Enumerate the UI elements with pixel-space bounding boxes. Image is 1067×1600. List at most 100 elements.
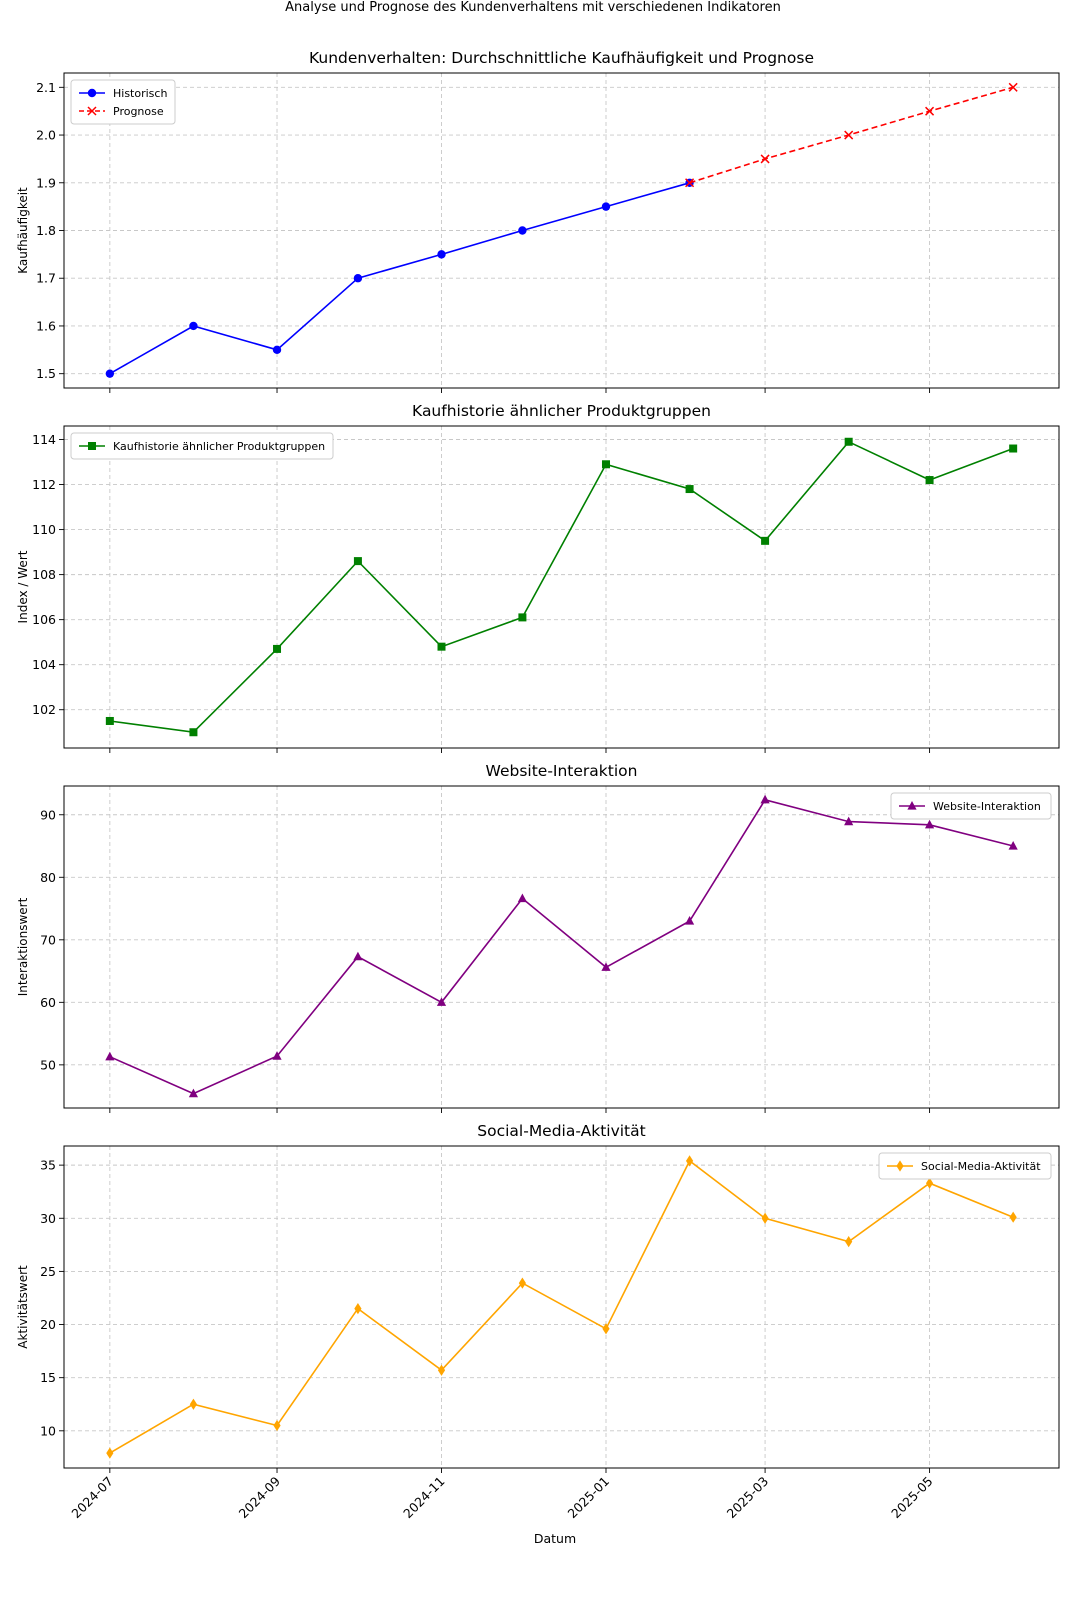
data-point [436,997,447,1006]
y-axis-label: Interaktionswert [16,897,30,996]
y-tick-label: 80 [40,870,56,885]
y-tick-label: 15 [40,1370,56,1385]
series-line [109,182,690,375]
data-point [354,1302,362,1315]
legend: Website-Interaktion [890,792,1052,820]
y-tick-label: 1.5 [36,366,56,381]
legend-label: Website-Interaktion [933,800,1041,813]
data-point [1009,444,1018,453]
data-point [685,178,695,188]
data-point [1008,841,1018,850]
y-tick-label: 50 [40,1057,56,1072]
data-point [353,557,362,566]
data-point [106,1447,114,1459]
y-axis-label: Aktivitätswert [16,1265,30,1349]
data-point [272,345,282,355]
y-axis-label: Kaufhäufigkeit [16,187,30,274]
plot-frame [63,785,1060,1109]
data-point [272,1051,282,1060]
y-tick-label: 20 [40,1317,56,1332]
chart-panel-2: Kaufhistorie ähnlicher Produktgruppen 102… [16,402,1060,753]
legend-marker [907,801,917,810]
y-tick-label: 60 [40,995,56,1010]
data-point [925,1177,934,1189]
data-point [925,476,934,485]
panel-title: Kaufhistorie ähnlicher Produktgruppen [412,402,711,420]
data-point [601,962,611,971]
legend-box [70,79,176,125]
figure-suptitle: Analyse und Prognose des Kundenverhalten… [285,0,781,15]
y-tick-label: 112 [32,477,56,492]
y-tick-label: 10 [40,1423,56,1438]
data-point [273,1419,281,1432]
x-tick-label: 2025-03 [724,1474,772,1522]
data-point [685,1155,694,1167]
plot-frame [63,425,1060,749]
data-point [518,1277,527,1289]
y-tick-label: 90 [40,807,56,822]
series-line [109,798,1014,1095]
data-point [924,819,935,829]
legend: Social-Media-Aktivität [878,1152,1052,1180]
legend: Kaufhistorie ähnlicher Produktgruppen [70,432,334,460]
legend-box [878,1152,1052,1180]
data-point [353,274,363,283]
data-point [517,893,528,903]
y-tick-label: 1.6 [36,318,56,333]
y-tick-label: 108 [32,567,56,582]
data-point [437,250,446,259]
chart-panel-4: Social-Media-Aktivität 10 15 20 25 30 35 Aktivi… [16,1122,1060,1522]
legend-marker [87,88,97,98]
data-point [1008,82,1018,92]
data-point [437,1364,446,1376]
data-point [518,226,527,235]
data-point [189,321,198,331]
data-point [685,485,694,494]
data-point [844,130,854,140]
data-point [189,728,198,737]
legend: Historisch Prognose [70,79,176,125]
legend-label: Historisch [113,87,167,100]
y-tick-label: 110 [32,522,56,537]
y-tick-label: 70 [40,932,56,947]
data-point [760,794,770,804]
data-point [1009,1211,1017,1223]
y-tick-label: 104 [32,657,56,672]
data-point [761,536,770,545]
data-point [437,642,446,651]
legend-label: Kaufhistorie ähnlicher Produktgruppen [113,440,325,453]
legend-label: Social-Media-Aktivität [921,1160,1041,1173]
data-point [845,1236,853,1248]
data-point [760,154,770,164]
plot-frame [63,1145,1060,1469]
data-point [518,613,527,622]
data-point [105,369,115,378]
data-point [188,1088,199,1098]
legend-label: Prognose [113,105,164,118]
y-tick-label: 30 [40,1211,56,1226]
data-point [844,437,853,446]
data-point [601,202,611,211]
legend-marker [88,442,96,450]
y-tick-label: 1.9 [36,175,56,190]
y-axis-label: Index / Wert [16,550,30,623]
panel-title: Kundenverhalten: Durchschnittliche Kaufh… [309,49,814,67]
data-point [761,1212,769,1224]
plot-frame [63,72,1060,389]
chart-panel-1: Kundenverhalten: Durchschnittliche Kaufh… [16,49,1060,393]
x-tick-label: 2025-01 [565,1474,613,1522]
x-tick-label: 2024-09 [236,1473,284,1521]
x-tick-label: 2024-07 [68,1474,116,1522]
panel-title: Social-Media-Aktivität [477,1122,645,1140]
legend-box [70,432,334,460]
x-axis-label: Datum [534,1531,576,1546]
y-tick-label: 25 [40,1264,56,1279]
x-tick-label: 2025-05 [888,1474,936,1522]
y-tick-label: 2.1 [36,80,56,95]
x-tick-label: 2024-11 [400,1474,448,1522]
legend-marker [87,106,97,116]
data-point [601,460,610,469]
data-point [602,1323,610,1335]
chart-panel-3: Website-Interaktion 50 60 70 80 90 Interaktion… [16,762,1060,1113]
